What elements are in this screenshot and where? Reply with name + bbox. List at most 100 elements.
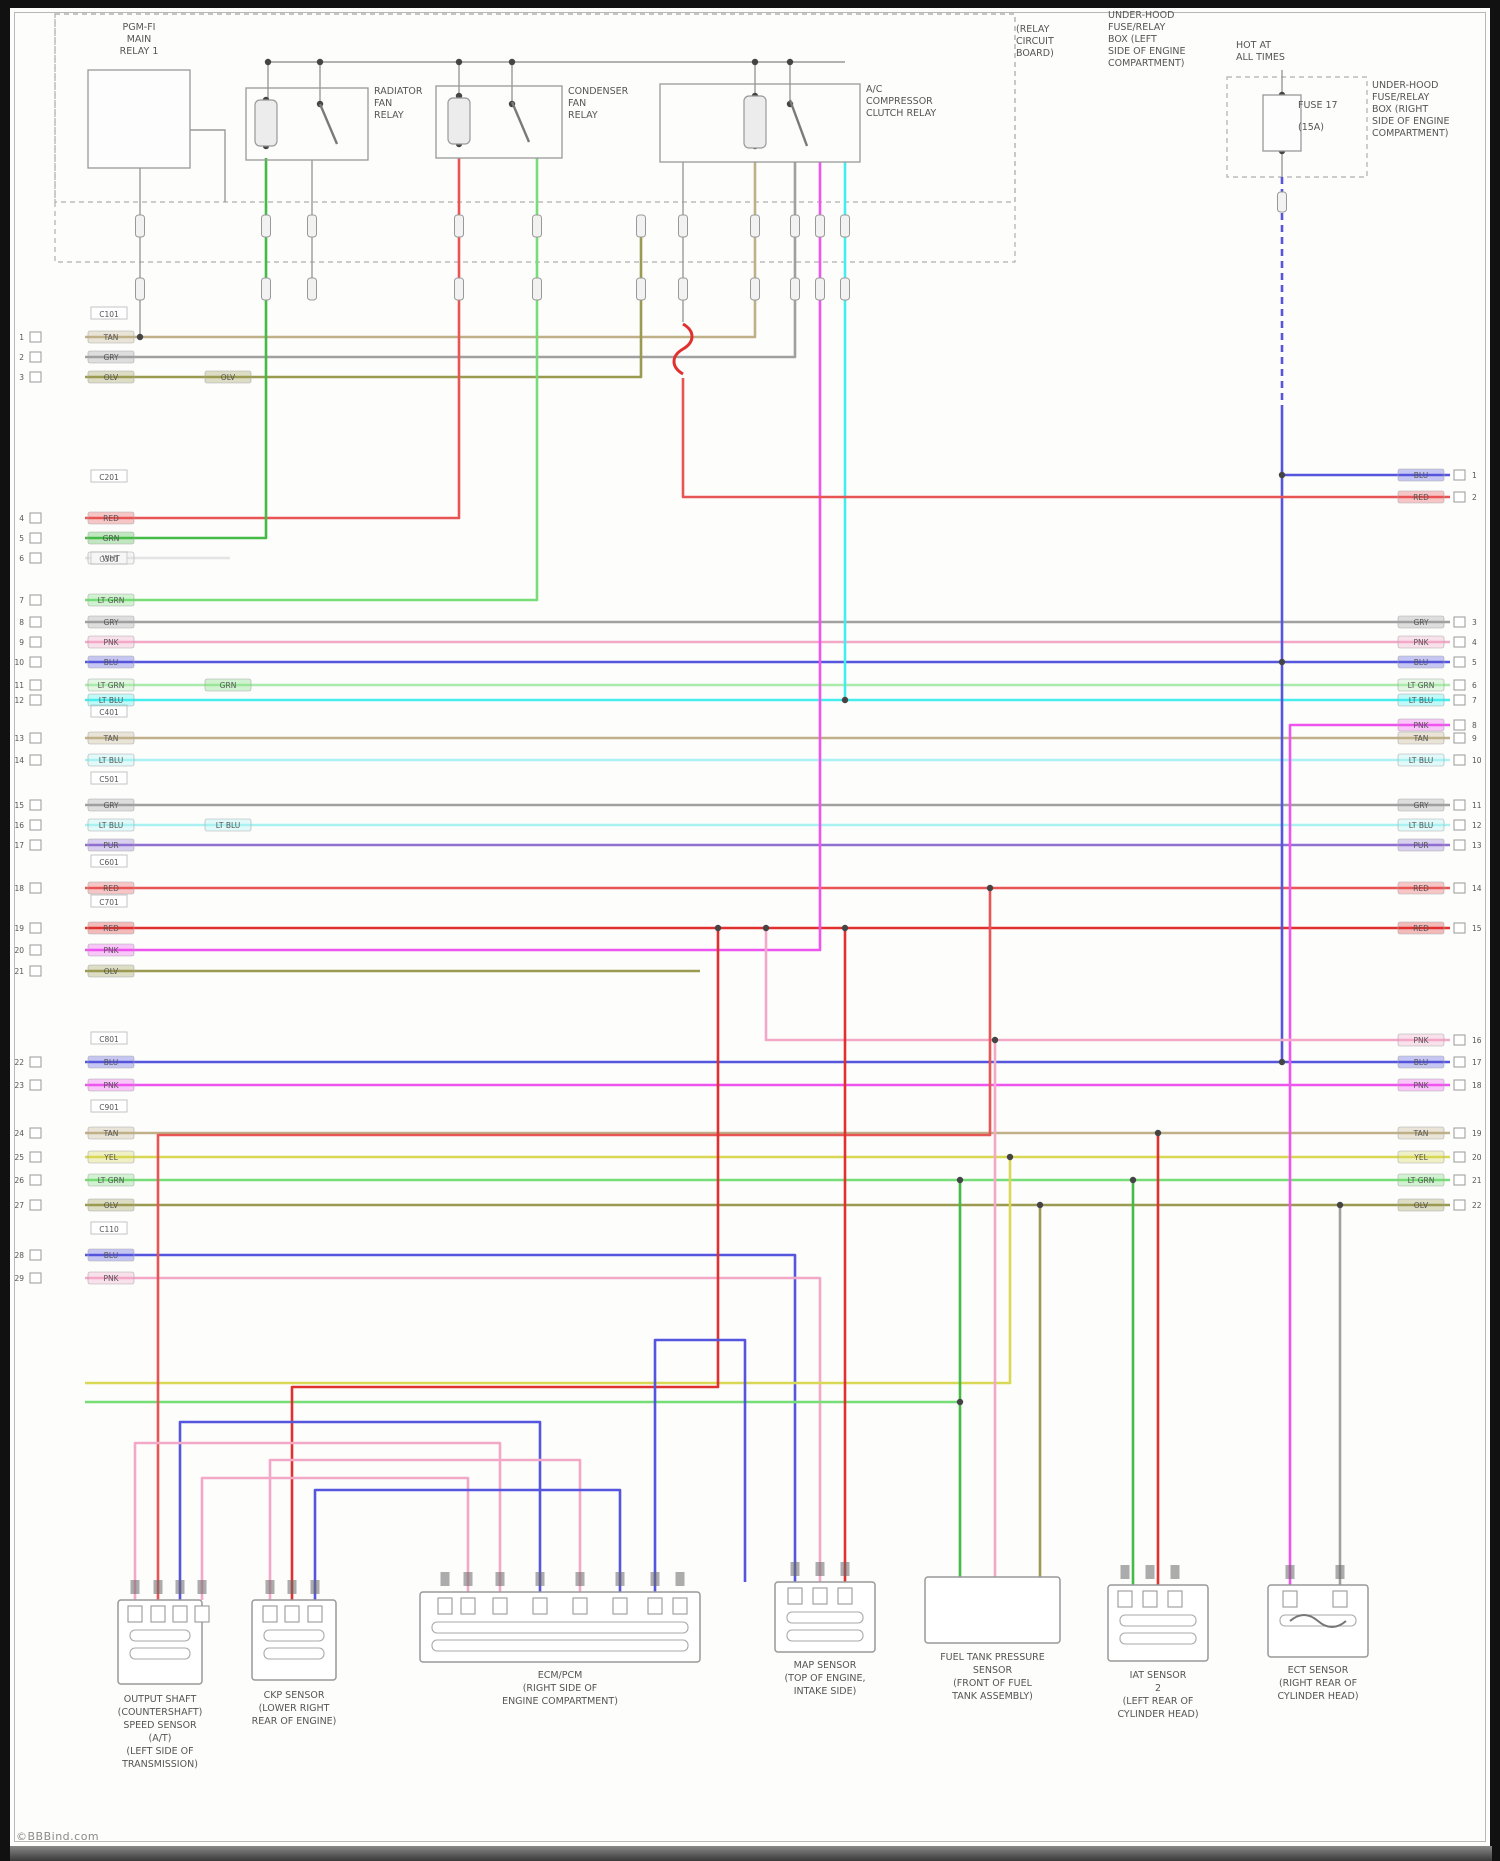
wire-code-bg — [88, 1127, 134, 1139]
edge-pin-terminal — [29, 882, 42, 894]
wire-code-frame — [87, 753, 135, 767]
wire-code-frame — [1397, 1150, 1445, 1164]
wire-code-frame — [87, 964, 135, 978]
wire — [85, 232, 643, 379]
wire-code: LT BLU — [99, 756, 124, 765]
component-label: SIDE OF ENGINE — [1108, 46, 1186, 57]
wire-code-frame — [1397, 1126, 1445, 1140]
junction-dot — [1036, 1201, 1044, 1209]
edge-pin-box — [636, 277, 646, 301]
edge-pin-number: 25 — [14, 1153, 24, 1162]
edge-pin-number: 6 — [1472, 681, 1477, 690]
component-label: HOT AT — [1236, 40, 1271, 51]
connector-pin-stub — [815, 1562, 825, 1576]
edge-pin-terminal — [1453, 1151, 1466, 1163]
wire — [200, 1476, 470, 1600]
component-label: RADIATOR — [374, 86, 423, 97]
wire — [764, 928, 1450, 1042]
connector-id: C701 — [99, 898, 119, 907]
wire-code-frame — [1397, 615, 1445, 629]
wire-code-bg — [88, 1272, 134, 1284]
wire-code-frame — [1397, 1198, 1445, 1212]
edge-pin-box — [454, 214, 464, 238]
junction-dot — [508, 58, 516, 66]
wire-code-bg — [88, 331, 134, 343]
connector-label: TANK ASSEMBLY) — [951, 1691, 1033, 1702]
wire-code: TAN — [103, 1129, 119, 1138]
connector-label: (RIGHT SIDE OF — [523, 1683, 598, 1694]
connector-bar — [786, 1611, 864, 1624]
junction-dot — [1278, 471, 1286, 479]
wire — [1288, 723, 1450, 1585]
wire-code-frame — [87, 615, 135, 629]
wire-code-bg — [1398, 1079, 1444, 1091]
edge-pin-terminal — [1453, 922, 1466, 934]
wire-code-bg — [88, 819, 134, 831]
connector-label: ECM/PCM — [538, 1670, 583, 1681]
wire — [681, 378, 1450, 499]
wire-code-bg — [205, 679, 251, 691]
wire-code-bg — [88, 594, 134, 606]
wire-code-bg — [88, 944, 134, 956]
wire-code: RED — [1413, 493, 1429, 502]
edge-pin-terminal — [29, 1127, 42, 1139]
wire-code-frame — [1397, 678, 1445, 692]
edge-pin-terminal — [29, 656, 42, 668]
edge-pin-terminal — [29, 1272, 42, 1284]
connector-body — [924, 1576, 1061, 1644]
connector-bar — [1119, 1632, 1197, 1645]
edge-pin-terminal — [29, 512, 42, 524]
edge-pin-number: 22 — [1472, 1201, 1482, 1210]
wire-code: RED — [1413, 884, 1429, 893]
wire-code-frame — [87, 531, 135, 545]
wire-code-bg — [1398, 732, 1444, 744]
connector-pin-stub — [310, 1580, 320, 1594]
edge-pin-terminal — [29, 732, 42, 744]
wire-code-frame — [87, 1126, 135, 1140]
edge-pin-box — [454, 277, 464, 301]
wire-code-frame — [87, 838, 135, 852]
wire-code-frame — [1397, 693, 1445, 707]
connector-pin-stub — [1145, 1565, 1155, 1579]
wire-code-bg — [1398, 754, 1444, 766]
connector-pin-stub — [1335, 1565, 1345, 1579]
wire-code-frame — [87, 921, 135, 935]
connector-label: REAR OF ENGINE) — [252, 1716, 337, 1727]
wire-code-frame — [87, 593, 135, 607]
connector-pin-stub — [1120, 1565, 1130, 1579]
edge-pin-number: 3 — [19, 373, 24, 382]
watermark: ©BBBind.com — [16, 1830, 100, 1843]
edge-pin-number: 14 — [1472, 884, 1482, 893]
edge-pin-terminal — [1453, 839, 1466, 851]
wire — [85, 162, 757, 339]
edge-pin-terminal — [29, 922, 42, 934]
connector-label: (LOWER RIGHT — [259, 1703, 330, 1714]
wire-code-frame — [87, 881, 135, 895]
wire-code: BLU — [104, 658, 118, 667]
connector-label: (TOP OF ENGINE, — [784, 1673, 865, 1684]
edge-pin-box — [678, 214, 688, 238]
wire-code: OLV — [221, 373, 236, 382]
wire-code-bg — [88, 636, 134, 648]
wire-code: BLU — [104, 1251, 118, 1260]
wire-code-bg — [88, 922, 134, 934]
wire-code-bg — [88, 839, 134, 851]
junction-dot — [455, 58, 463, 66]
component-label: A/C — [866, 84, 883, 95]
wire — [178, 1420, 542, 1600]
wire-code-bg — [88, 1151, 134, 1163]
component-label: COMPRESSOR — [866, 96, 933, 107]
wire-code-bg — [88, 532, 134, 544]
wire-code: LT BLU — [1409, 821, 1434, 830]
edge-pin-number: 5 — [19, 534, 24, 543]
edge-pin-box — [815, 214, 825, 238]
edge-pin-number: 6 — [19, 554, 24, 563]
edge-pin-box — [840, 277, 850, 301]
edge-pin-terminal — [1453, 1056, 1466, 1068]
connector-id: C401 — [99, 708, 119, 717]
connector-pin-slot — [787, 1587, 803, 1605]
connector-pin-slot — [284, 1605, 300, 1623]
edge-pin-terminal — [29, 679, 42, 691]
connector-pin-slot — [127, 1605, 143, 1623]
connector-pin-stub — [153, 1580, 163, 1594]
